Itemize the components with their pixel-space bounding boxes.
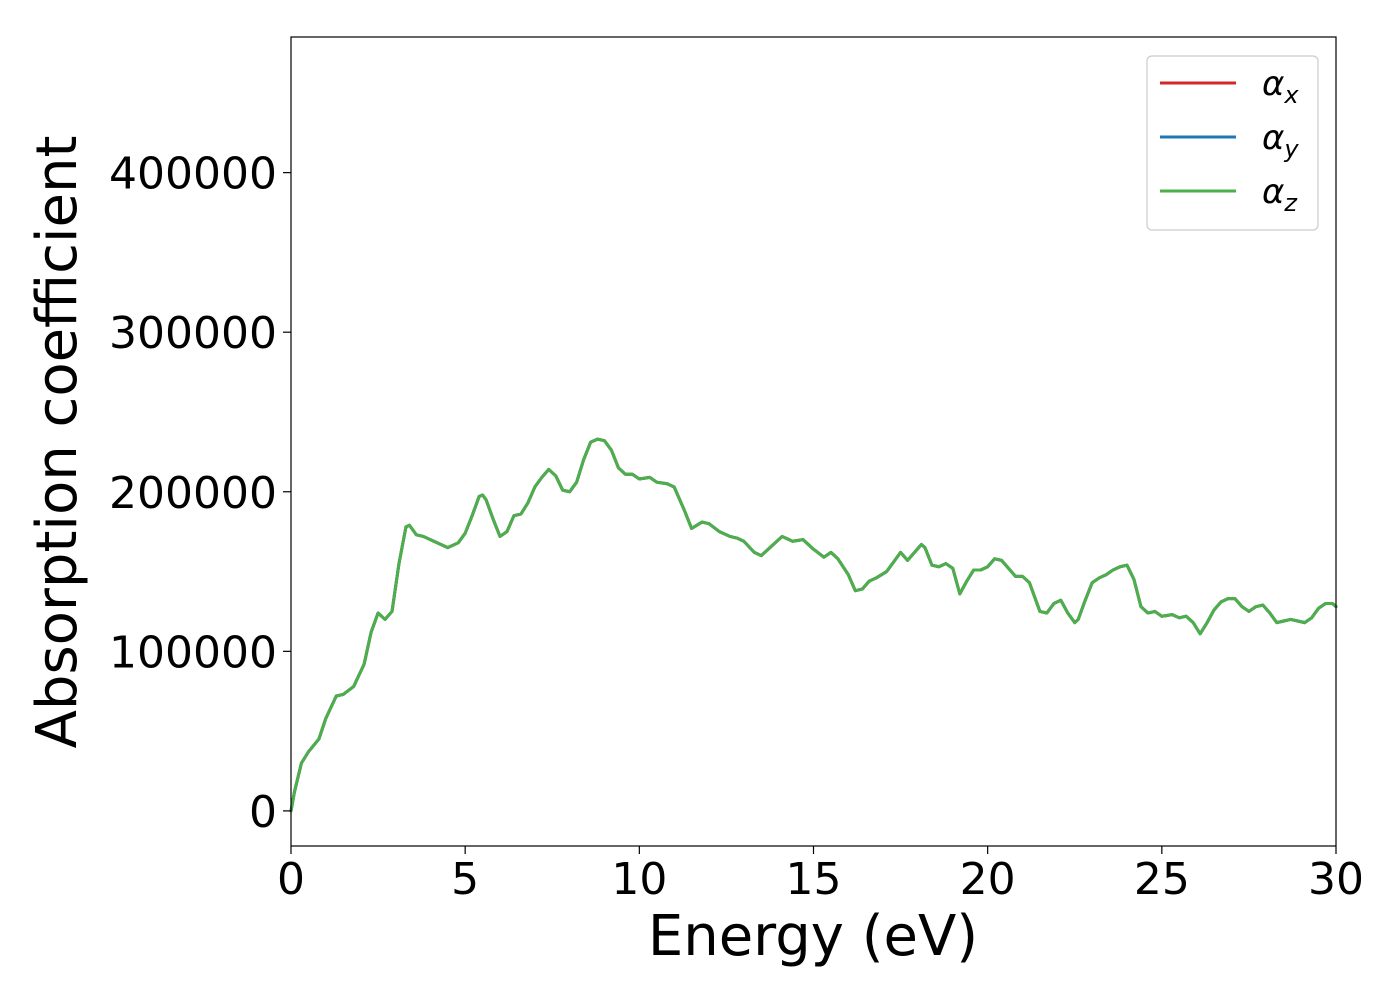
y-axis-title: Absorption coefficient (25, 136, 90, 749)
x-tick-label: 30 (1308, 854, 1364, 905)
y-axis: 0 100000 200000 300000 400000 (109, 149, 291, 838)
x-tick-label: 10 (611, 854, 667, 905)
legend-box (1146, 55, 1319, 231)
x-tick-label: 0 (277, 854, 305, 905)
x-axis: 0 5 10 15 20 25 30 (277, 846, 1364, 905)
x-tick-label: 15 (786, 854, 842, 905)
series-line-2 (289, 437, 1338, 813)
series-layer (289, 437, 1338, 813)
legend-items: αx αy αz (1160, 64, 1299, 217)
legend-label-z: αz (1262, 172, 1298, 217)
legend-label-y: αy (1262, 118, 1299, 163)
series-line-1 (289, 437, 1338, 813)
x-tick-label: 5 (451, 854, 479, 905)
x-axis-title: Energy (eV) (648, 904, 978, 969)
y-tick-label: 200000 (109, 468, 277, 519)
x-tick-label: 20 (960, 854, 1016, 905)
y-tick-label: 0 (249, 787, 277, 838)
y-tick-label: 300000 (109, 308, 277, 359)
y-tick-label: 100000 (109, 627, 277, 678)
y-tick-label: 400000 (109, 149, 277, 200)
series-line-0 (289, 437, 1338, 813)
x-tick-label: 25 (1134, 854, 1190, 905)
legend-label-x: αx (1262, 64, 1299, 109)
legend: αx αy αz (1146, 55, 1319, 231)
